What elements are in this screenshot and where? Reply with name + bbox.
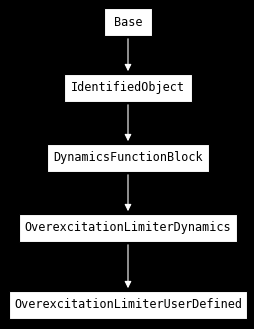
Text: OverexcitationLimiterUserDefined: OverexcitationLimiterUserDefined bbox=[14, 298, 241, 312]
FancyBboxPatch shape bbox=[63, 74, 192, 102]
FancyBboxPatch shape bbox=[9, 291, 246, 319]
Text: IdentifiedObject: IdentifiedObject bbox=[71, 82, 184, 94]
Text: Base: Base bbox=[113, 15, 142, 29]
Text: OverexcitationLimiterDynamics: OverexcitationLimiterDynamics bbox=[25, 221, 230, 235]
FancyBboxPatch shape bbox=[104, 8, 151, 36]
FancyBboxPatch shape bbox=[46, 144, 209, 172]
Text: DynamicsFunctionBlock: DynamicsFunctionBlock bbox=[53, 151, 202, 164]
FancyBboxPatch shape bbox=[19, 214, 236, 242]
